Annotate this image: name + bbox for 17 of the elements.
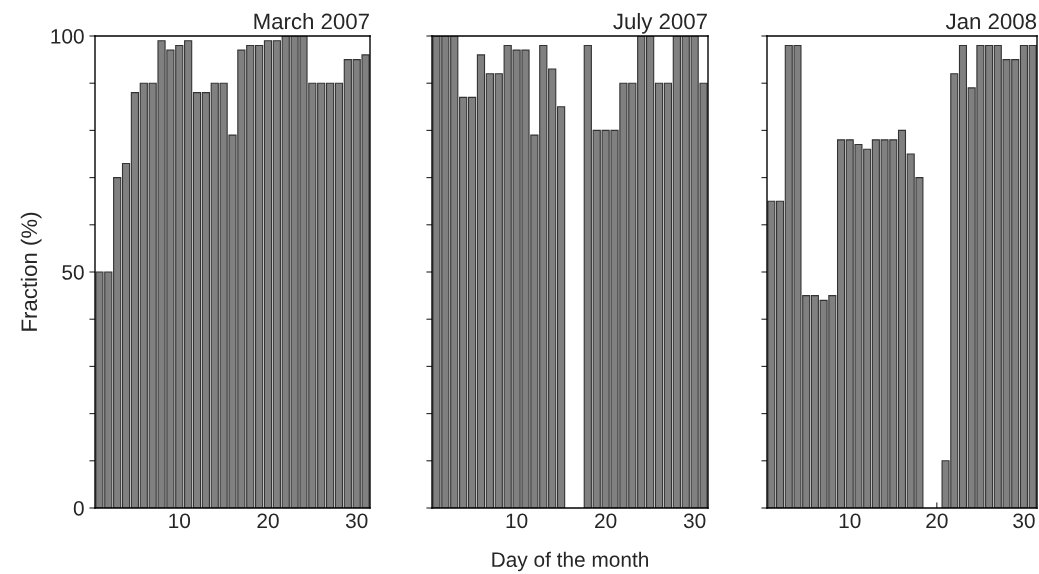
x-tick-label: 20 (926, 513, 948, 529)
x-tick-label: 20 (595, 513, 617, 529)
x-axis-title: Day of the month (492, 551, 648, 572)
x-tick-label: 30 (345, 513, 368, 529)
y-tick-label: 0 (73, 501, 84, 516)
x-tick-label: 30 (1013, 513, 1035, 529)
chart-title: March 2007 (254, 12, 369, 30)
x-tick-label: 20 (257, 513, 279, 529)
chart-title: Jan 2008 (945, 13, 1037, 30)
x-tick-label: 10 (169, 513, 191, 529)
y-tick-label: 50 (62, 265, 84, 280)
x-tick-label: 10 (506, 513, 528, 529)
chart-title: July 2007 (613, 12, 707, 34)
x-tick-label: 10 (839, 513, 861, 529)
x-tick-label: 30 (683, 513, 706, 529)
y-tick-label: 100 (51, 29, 84, 44)
y-axis-title: Fraction (%) (20, 212, 42, 331)
